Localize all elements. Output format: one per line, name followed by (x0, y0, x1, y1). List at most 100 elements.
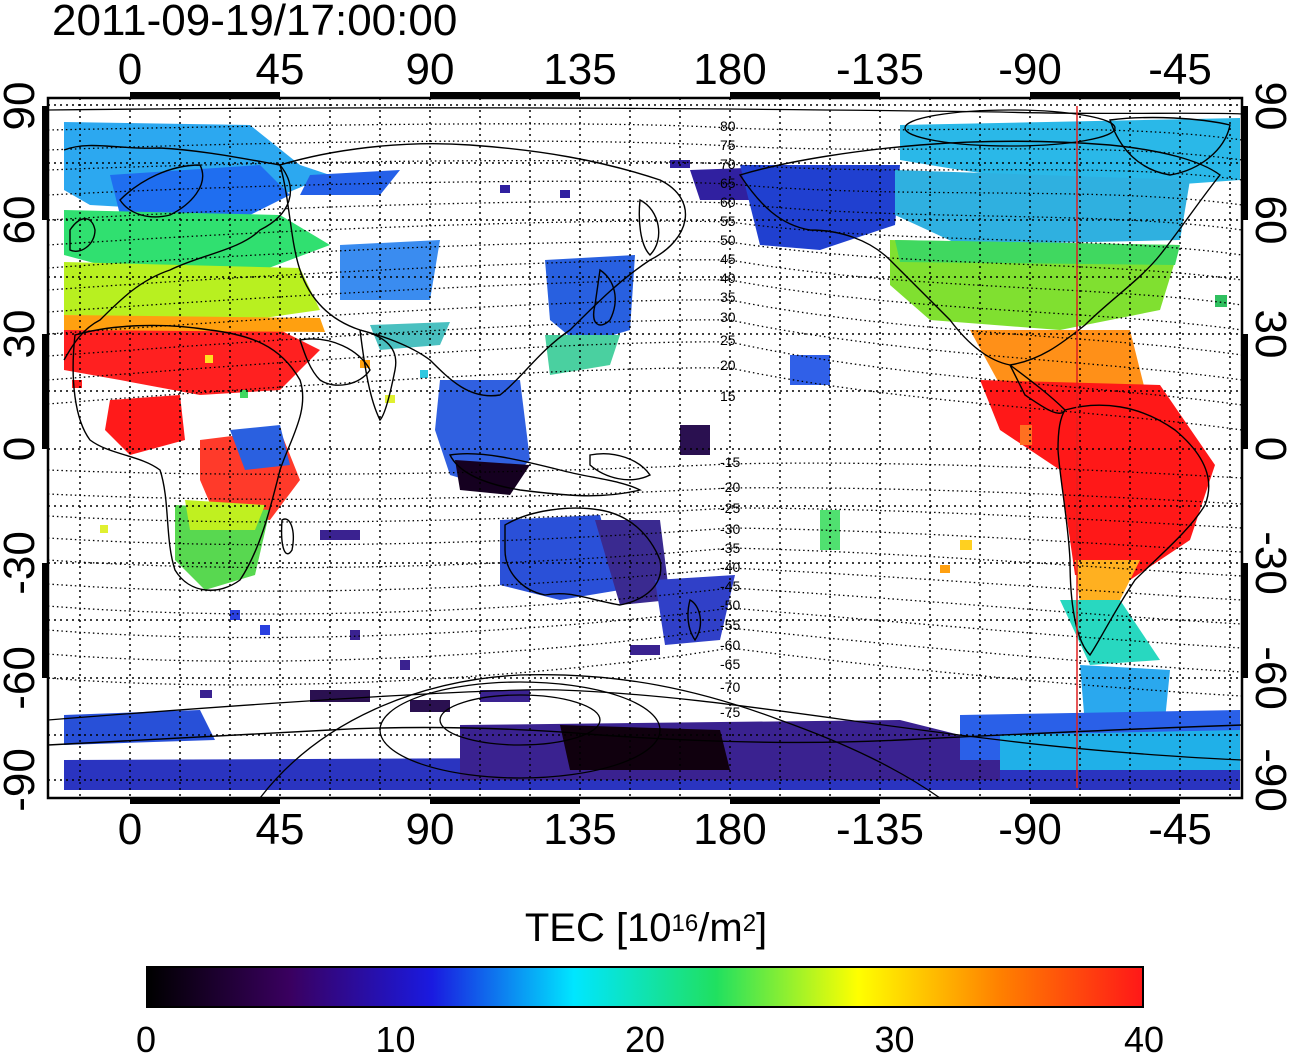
colorbar-title-unit-exponent: 2 (742, 910, 757, 937)
right-tick-label: 30 (1246, 310, 1292, 359)
timestamp-title: 2011-09-19/17:00:00 (52, 0, 458, 45)
colorbar-title-end: ] (756, 906, 768, 950)
contour-label: 35 (720, 289, 736, 305)
south-america-coastline (1057, 404, 1210, 657)
contour-label: 50 (720, 232, 736, 248)
india-coastline (359, 329, 397, 422)
tec-region-usa-green (895, 240, 1180, 265)
right-latitude-ticks: 90 60 30 0 -30 -60 -90 (1246, 82, 1292, 812)
tec-region-new-zealand (655, 575, 735, 645)
left-tick-label: -30 (0, 531, 44, 595)
tec-region-patagonia (1060, 600, 1160, 665)
colorbar (146, 966, 1144, 1008)
right-tick-label: 0 (1246, 437, 1292, 461)
indonesia-coastline (448, 452, 643, 497)
bottom-longitude-ticks: 0 45 90 135 180 -135 -90 -45 (118, 805, 1212, 854)
tec-region-alaska (740, 165, 900, 250)
tec-region-europe-south (64, 210, 330, 275)
contour-label: 30 (720, 309, 736, 325)
contour-label: -65 (720, 656, 740, 672)
british-isles-coastline (69, 218, 96, 252)
contour-label: -60 (720, 637, 740, 653)
kamchatka-coastline (638, 198, 660, 256)
top-tick-label: -90 (998, 45, 1062, 94)
bottom-tick-label: 135 (543, 805, 616, 854)
tec-region-east-africa-blue (230, 425, 290, 470)
bottom-tick-label: 45 (256, 805, 305, 854)
new-guinea-coastline (589, 453, 652, 481)
top-tick-label: 90 (406, 45, 455, 94)
colorbar-tick-label: 10 (375, 1019, 416, 1060)
colorbar-tick-label: 30 (874, 1019, 915, 1060)
tec-region-mexico (970, 330, 1145, 390)
asia-coastline (279, 143, 687, 397)
tec-region-antarctic-cyan (1000, 730, 1240, 770)
left-tick-label: 30 (0, 310, 44, 359)
tec-data-layer (64, 118, 1240, 790)
contour-label: -15 (720, 454, 740, 470)
bottom-tick-label: 180 (693, 805, 766, 854)
europe-coastline (63, 144, 291, 361)
contour-labels-north: 80 75 70 65 60 55 50 45 40 35 30 25 20 1… (720, 118, 736, 404)
right-tick-label: -90 (1246, 748, 1292, 812)
africa-coastline (72, 324, 304, 591)
colorbar-title-main: TEC [10 (524, 906, 672, 950)
contour-label: 20 (720, 357, 736, 373)
tec-region-canada (895, 170, 1190, 245)
polar-contours (48, 107, 1242, 798)
contour-label: 80 (720, 118, 736, 134)
bottom-tick-label: 90 (406, 805, 455, 854)
colorbar-title-unit: /m (698, 906, 743, 950)
right-tick-label: -30 (1246, 531, 1292, 595)
arabia-coastline (299, 338, 371, 386)
contour-label: 70 (720, 156, 736, 172)
top-tick-label: 135 (543, 45, 616, 94)
contour-label: -70 (720, 679, 740, 695)
top-tick-label: 180 (693, 45, 766, 94)
colorbar-tick-label: 40 (1123, 1019, 1165, 1060)
contour-label: 15 (720, 388, 736, 404)
tec-region-west-africa (105, 395, 185, 455)
madagascar-coastline (280, 518, 294, 555)
left-latitude-ticks: 90 60 30 0 -30 -60 -90 (0, 82, 44, 812)
left-tick-label: 0 (0, 437, 44, 461)
tec-region-europe-mid (110, 165, 290, 220)
contour-label: 25 (720, 332, 736, 348)
right-tick-label: 90 (1246, 82, 1292, 131)
left-tick-label: 60 (0, 196, 44, 245)
colorbar-title: TEC [1016/m2] (0, 905, 1292, 951)
north-america-coastline (738, 140, 1221, 366)
tec-region-mediterranean (64, 262, 320, 320)
contour-label: -40 (720, 559, 740, 575)
tec-region-patagonia-yellow (1075, 560, 1140, 605)
left-tick-label: 90 (0, 82, 44, 131)
tec-map: 80 75 70 65 60 55 50 45 40 35 30 25 20 1… (0, 45, 1292, 854)
contour-label: -35 (720, 540, 740, 556)
contour-label: 60 (720, 194, 736, 210)
tec-region-south-america (980, 380, 1215, 580)
coastlines (48, 116, 1242, 746)
top-tick-label: 45 (256, 45, 305, 94)
tec-region-india (370, 322, 450, 350)
contour-label: -45 (720, 578, 740, 594)
bottom-tick-label: -90 (998, 805, 1062, 854)
tec-region-north-africa (64, 320, 320, 395)
left-tick-label: -60 (0, 646, 44, 710)
colorbar-tick-label: 0 (135, 1019, 157, 1060)
contour-label: -50 (720, 597, 740, 613)
tec-region-antarctic-west (64, 710, 215, 745)
tec-region-antarctic-dark (560, 725, 730, 770)
bottom-tick-label: 0 (118, 805, 142, 854)
contour-label: -25 (720, 500, 740, 516)
australia-coastline (504, 507, 662, 606)
tec-region-south-africa-yellow (185, 500, 265, 530)
contour-label: -30 (720, 521, 740, 537)
tec-region-japan (545, 255, 635, 345)
right-tick-label: 60 (1246, 196, 1292, 245)
contour-label: 65 (720, 175, 736, 191)
frame-tick-bars (42, 92, 1248, 804)
right-tick-label: -60 (1246, 646, 1292, 710)
contour-label: 45 (720, 251, 736, 267)
contour-label: -75 (720, 704, 740, 720)
scandinavia-coastline (119, 164, 204, 218)
